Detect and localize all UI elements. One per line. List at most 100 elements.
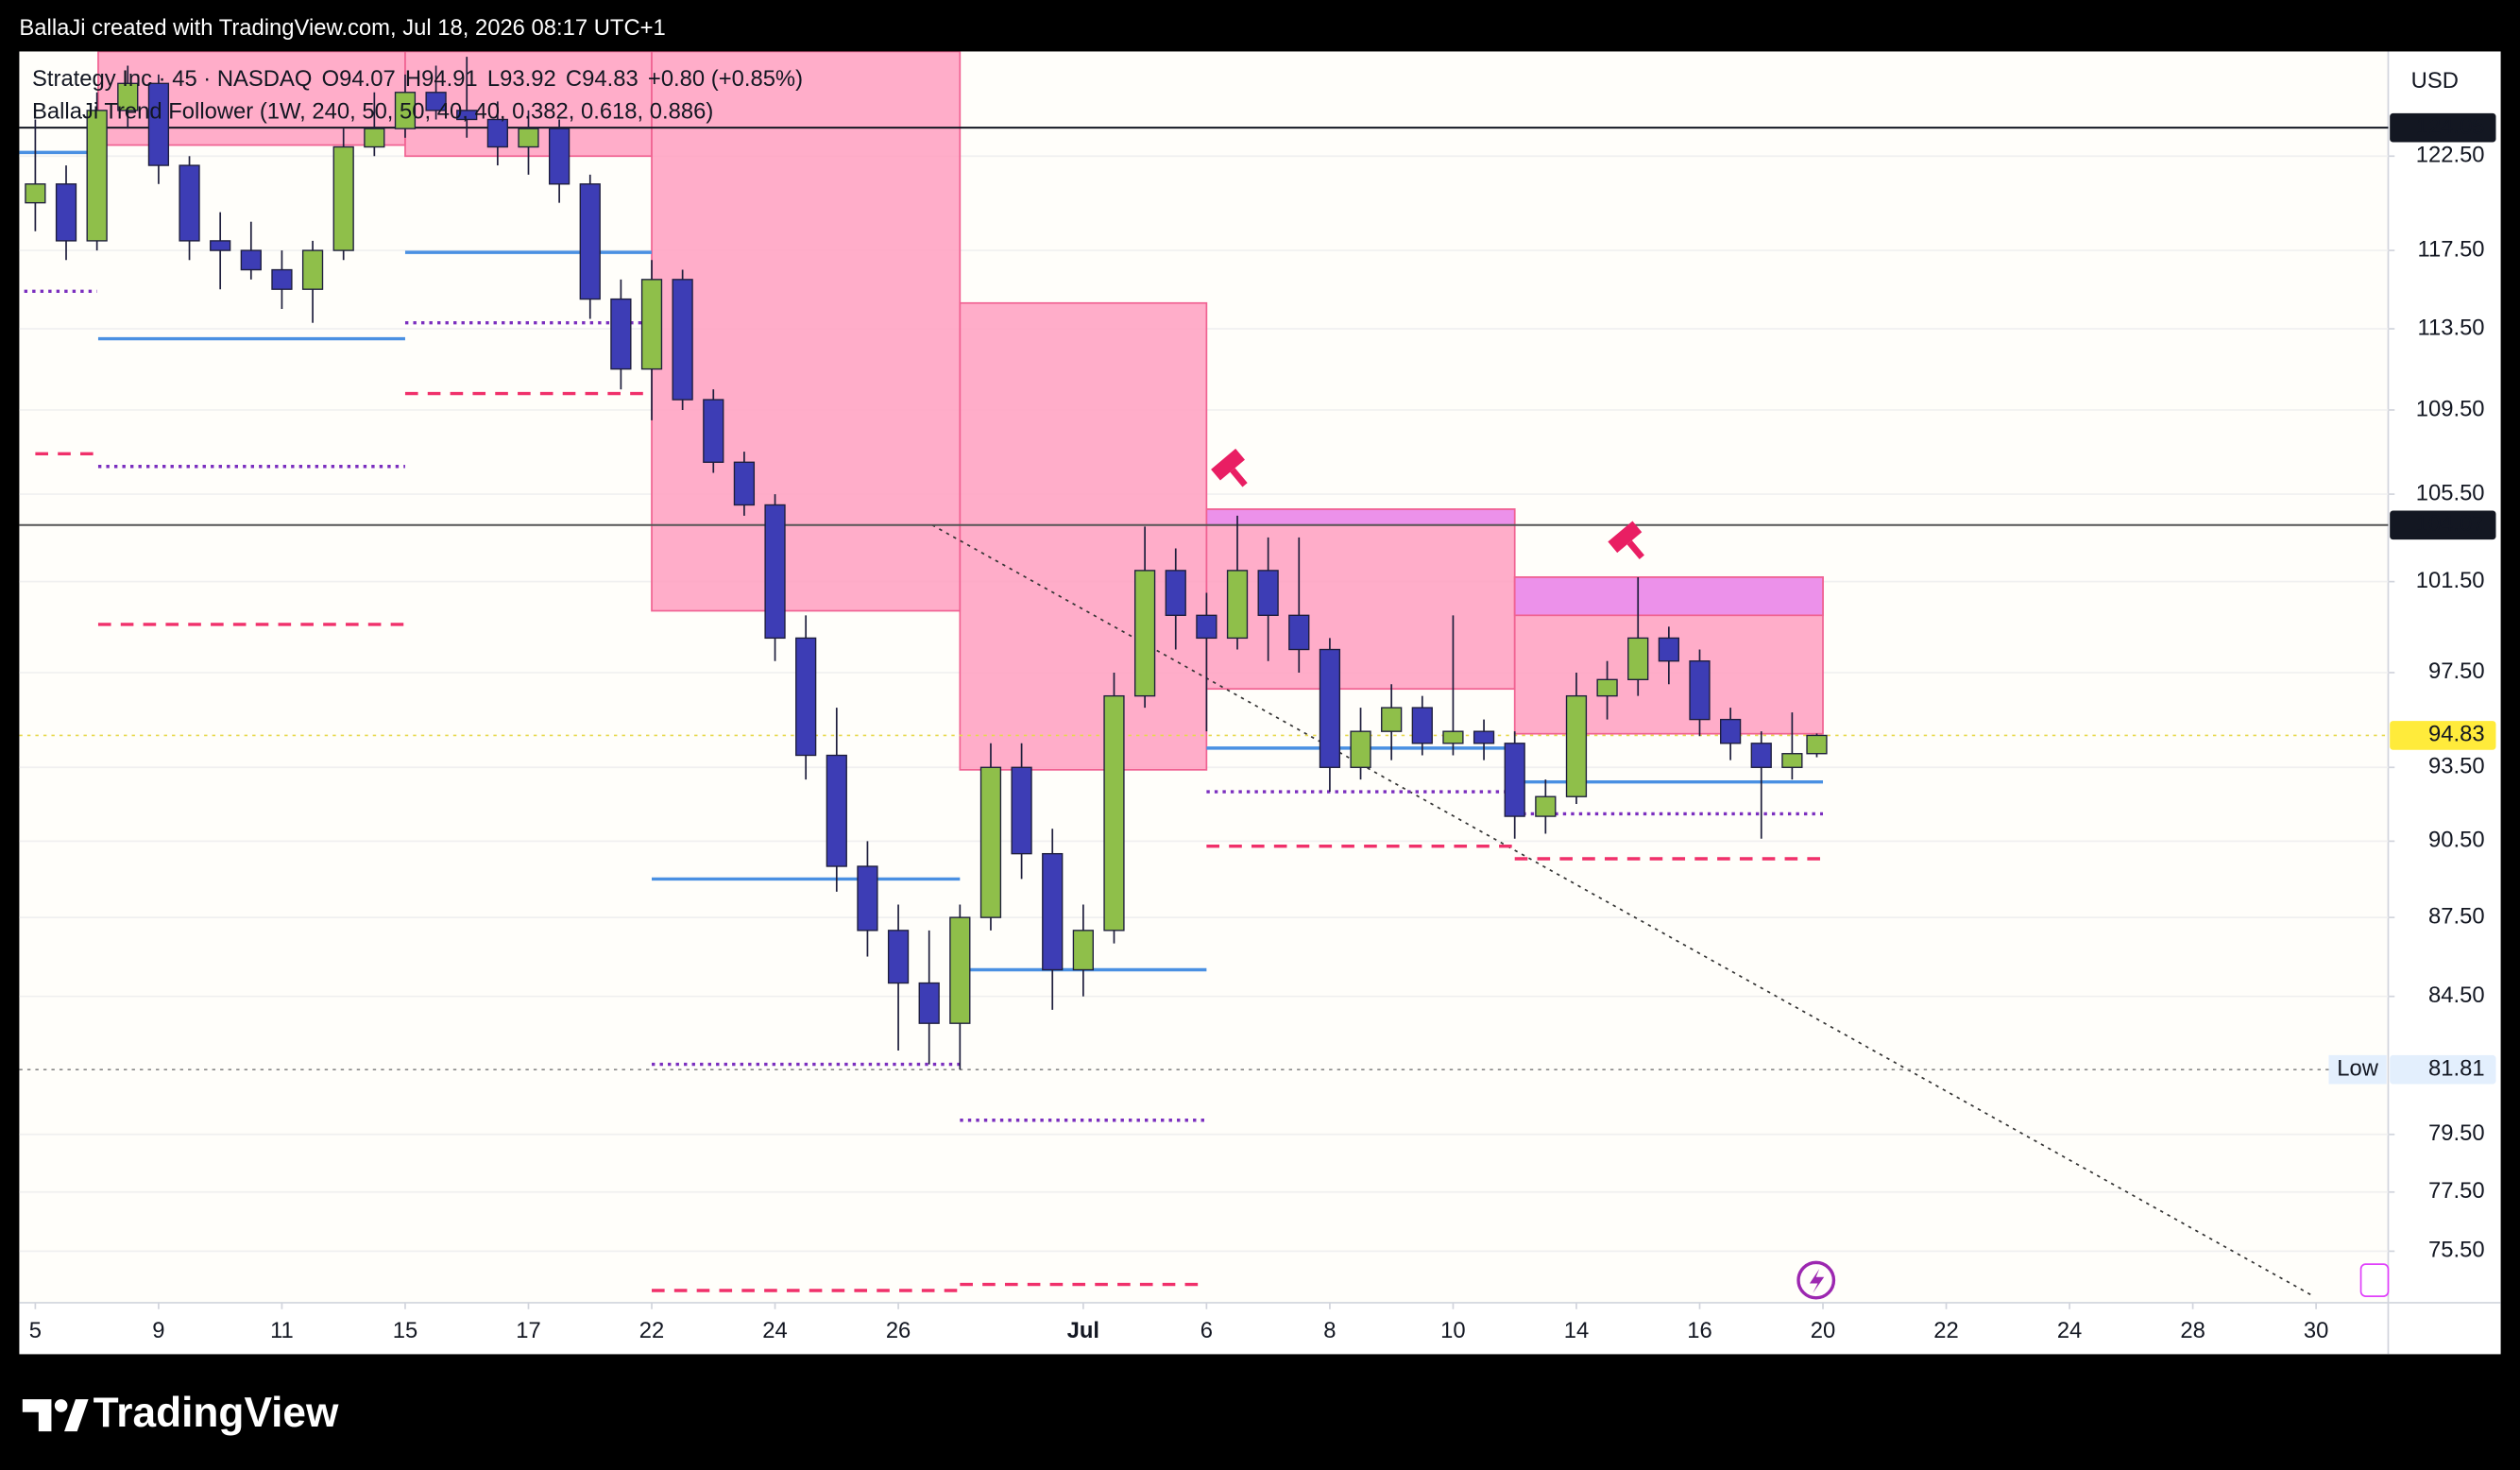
candle-body bbox=[179, 164, 200, 242]
header-caption: BallaJi created with TradingView.com, Ju… bbox=[19, 15, 665, 41]
logo-text: TradingView bbox=[94, 1390, 339, 1436]
candle-body bbox=[486, 118, 508, 148]
price-label: 124.05 bbox=[2416, 113, 2485, 139]
candle-body bbox=[640, 279, 663, 370]
symbol: Strategy Inc · 45 · NASDAQ bbox=[32, 66, 312, 92]
candle-body bbox=[610, 298, 632, 370]
y-tick-label: 77.50 bbox=[2428, 1178, 2485, 1204]
x-tick-label: 17 bbox=[516, 1318, 540, 1343]
y-tick-label: 87.50 bbox=[2428, 903, 2485, 929]
x-tick-label: 20 bbox=[1811, 1318, 1835, 1343]
candle-body bbox=[1226, 570, 1249, 640]
candle-body bbox=[1288, 614, 1310, 651]
tradingview-logo: TradingView bbox=[22, 1390, 339, 1436]
time-axis bbox=[19, 1302, 2389, 1355]
candle-body bbox=[1072, 930, 1094, 971]
candle-body bbox=[672, 279, 693, 401]
ohlc: L93.92 bbox=[487, 66, 556, 92]
price-label: 104.07 bbox=[2416, 511, 2485, 537]
candle-body bbox=[1750, 743, 1772, 768]
plot bbox=[19, 51, 2389, 1298]
candle-body bbox=[117, 82, 139, 111]
earnings-icon[interactable] bbox=[2359, 1263, 2390, 1297]
zone bbox=[1513, 576, 1824, 617]
x-tick-label: 14 bbox=[1564, 1318, 1589, 1343]
candle-body bbox=[857, 865, 878, 932]
indicator-legend: BallaJi Trend Follower (1W, 240, 50, 50,… bbox=[32, 98, 713, 124]
candle-body bbox=[1165, 570, 1186, 616]
x-tick-label: 30 bbox=[2304, 1318, 2328, 1343]
event-icon[interactable] bbox=[1796, 1260, 1836, 1300]
legend-title: Strategy Inc · 45 · NASDAQ O94.07 H94.91 L9… bbox=[32, 66, 803, 92]
event-icon-bolt bbox=[1809, 1269, 1825, 1293]
x-tick-label: 28 bbox=[2180, 1318, 2205, 1343]
hammer-icon bbox=[1211, 448, 1248, 487]
x-tick-label: 24 bbox=[2057, 1318, 2082, 1343]
x-tick-label: 26 bbox=[886, 1318, 911, 1343]
ohlc: H94.91 bbox=[405, 66, 478, 92]
candle-body bbox=[518, 128, 539, 148]
candle-body bbox=[795, 637, 817, 757]
candle-body bbox=[1806, 734, 1828, 755]
candle-body bbox=[456, 110, 478, 121]
price-axis bbox=[2388, 51, 2501, 1355]
candle-body bbox=[1042, 852, 1064, 971]
x-tick-label: 11 bbox=[270, 1318, 294, 1343]
candle-body bbox=[210, 240, 231, 251]
y-tick-label: 113.50 bbox=[2418, 315, 2485, 340]
candle-body bbox=[364, 128, 385, 148]
candle-body bbox=[394, 92, 417, 129]
candle-body bbox=[887, 930, 910, 984]
zone bbox=[1205, 508, 1516, 526]
zone bbox=[1205, 508, 1516, 691]
y-tick-label: 75.50 bbox=[2428, 1238, 2485, 1263]
price-label: 94.83 bbox=[2428, 722, 2485, 747]
candle-body bbox=[1350, 730, 1371, 768]
y-tick-label: 101.50 bbox=[2416, 568, 2485, 593]
y-tick-label: 84.50 bbox=[2428, 983, 2485, 1008]
ohlc: O94.07 bbox=[322, 66, 396, 92]
candle-body bbox=[1196, 614, 1217, 640]
price-label: 81.81 bbox=[2428, 1055, 2485, 1081]
candle-body bbox=[826, 754, 847, 867]
candle-body bbox=[918, 982, 940, 1024]
candle-body bbox=[1011, 766, 1032, 855]
candle-body bbox=[1719, 718, 1742, 744]
price-label-bg bbox=[2390, 721, 2496, 750]
candle-body bbox=[949, 916, 971, 1024]
candle-body bbox=[240, 249, 262, 271]
axes: 122.50 117.50 113.50 109.50 105.50 101.50 97.5… bbox=[29, 112, 2496, 1343]
price-label-bg bbox=[2390, 112, 2496, 143]
candle-body bbox=[425, 92, 447, 111]
candle-body bbox=[1565, 694, 1588, 797]
price-tag-bg bbox=[2328, 1054, 2387, 1085]
x-tick-label: 24 bbox=[762, 1318, 787, 1343]
candle-body bbox=[1473, 730, 1495, 744]
candle-body bbox=[86, 110, 108, 242]
zone bbox=[959, 301, 1208, 771]
change: +0.80 (+0.85%) bbox=[648, 66, 803, 92]
y-tick-label: 79.50 bbox=[2428, 1120, 2485, 1146]
currency-label: USD bbox=[2411, 68, 2459, 94]
candle-body bbox=[301, 249, 324, 290]
y-tick-label: 105.50 bbox=[2416, 480, 2485, 505]
candle-body bbox=[1319, 648, 1341, 768]
candle-body bbox=[733, 461, 756, 506]
x-tick-label: 9 bbox=[152, 1318, 164, 1343]
trend-line bbox=[931, 524, 2315, 1298]
x-tick-label: Jul bbox=[1067, 1318, 1099, 1343]
zone bbox=[651, 51, 962, 612]
hammer-icon bbox=[1608, 521, 1644, 560]
candle-body bbox=[1596, 678, 1618, 697]
candle-body bbox=[1627, 637, 1649, 681]
x-tick-label: 22 bbox=[1933, 1318, 1958, 1343]
candle-body bbox=[1689, 660, 1711, 721]
candle-body bbox=[1781, 753, 1803, 768]
y-tick-label: 109.50 bbox=[2416, 396, 2485, 421]
candle-body bbox=[1103, 694, 1125, 932]
candle-body bbox=[25, 183, 46, 204]
price-tag: Low bbox=[2337, 1055, 2378, 1081]
y-tick-label: 122.50 bbox=[2416, 143, 2485, 168]
